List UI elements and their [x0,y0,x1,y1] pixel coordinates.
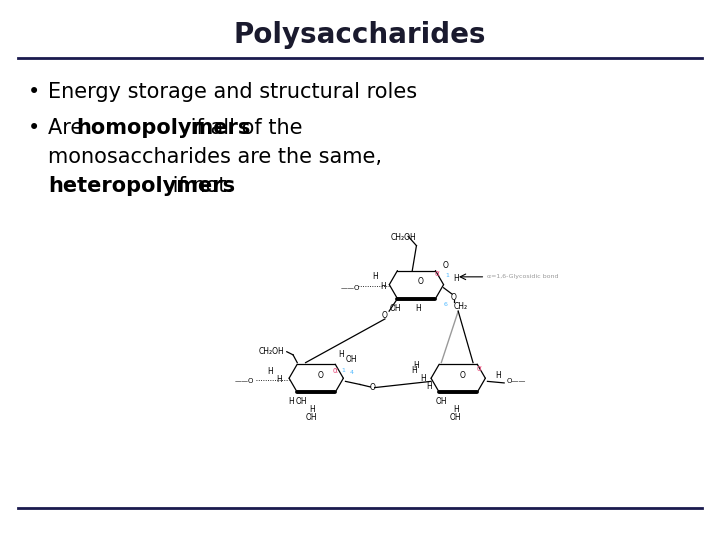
Text: if all of the: if all of the [184,118,302,138]
Text: α=1,6-Glycosidic bond: α=1,6-Glycosidic bond [487,274,559,279]
Text: •: • [28,118,40,138]
Text: OH: OH [450,413,462,422]
Text: O: O [451,293,457,302]
Text: O: O [459,370,465,380]
Text: H: H [412,366,417,375]
Text: H: H [454,274,459,283]
Text: α: α [333,366,338,375]
Text: 1: 1 [341,368,346,373]
Text: α: α [435,269,440,278]
Text: O——: O—— [506,379,526,384]
Text: H: H [413,361,419,370]
Text: H: H [380,282,386,291]
Text: O: O [318,370,323,380]
Text: H: H [338,350,344,359]
Text: H: H [372,272,377,281]
Text: OH: OH [390,303,401,313]
Text: monosaccharides are the same,: monosaccharides are the same, [48,147,382,167]
Text: if not.: if not. [166,176,233,196]
Text: heteropolymers: heteropolymers [48,176,235,196]
Text: H: H [309,405,315,414]
Text: homopolymers: homopolymers [76,118,251,138]
Text: H: H [288,397,294,406]
Text: •: • [28,82,40,102]
Text: ——O: ——O [341,285,360,291]
Text: H: H [426,382,432,390]
Text: H: H [415,303,421,313]
Text: O: O [382,312,388,320]
Text: α: α [477,364,482,373]
Text: H: H [276,375,282,384]
Text: CH₂OH: CH₂OH [259,347,284,356]
Text: H: H [453,405,459,414]
Text: 4: 4 [350,369,354,375]
Text: OH: OH [436,397,447,406]
Text: H: H [495,370,500,380]
Text: H: H [267,368,273,376]
Text: CH₂: CH₂ [454,302,468,311]
Text: O: O [369,383,376,392]
Text: O: O [418,277,423,286]
Text: H: H [420,374,426,383]
Text: OH: OH [296,397,307,406]
Text: Are: Are [48,118,90,138]
Text: OH: OH [346,355,358,364]
Text: CH₂OH: CH₂OH [391,233,417,242]
Text: ——O: ——O [234,379,253,384]
Text: Energy storage and structural roles: Energy storage and structural roles [48,82,417,102]
Text: OH: OH [306,413,318,422]
Text: O: O [443,261,449,271]
Text: 6: 6 [444,302,448,307]
Text: 1: 1 [446,273,450,278]
Text: Polysaccharides: Polysaccharides [234,21,486,49]
